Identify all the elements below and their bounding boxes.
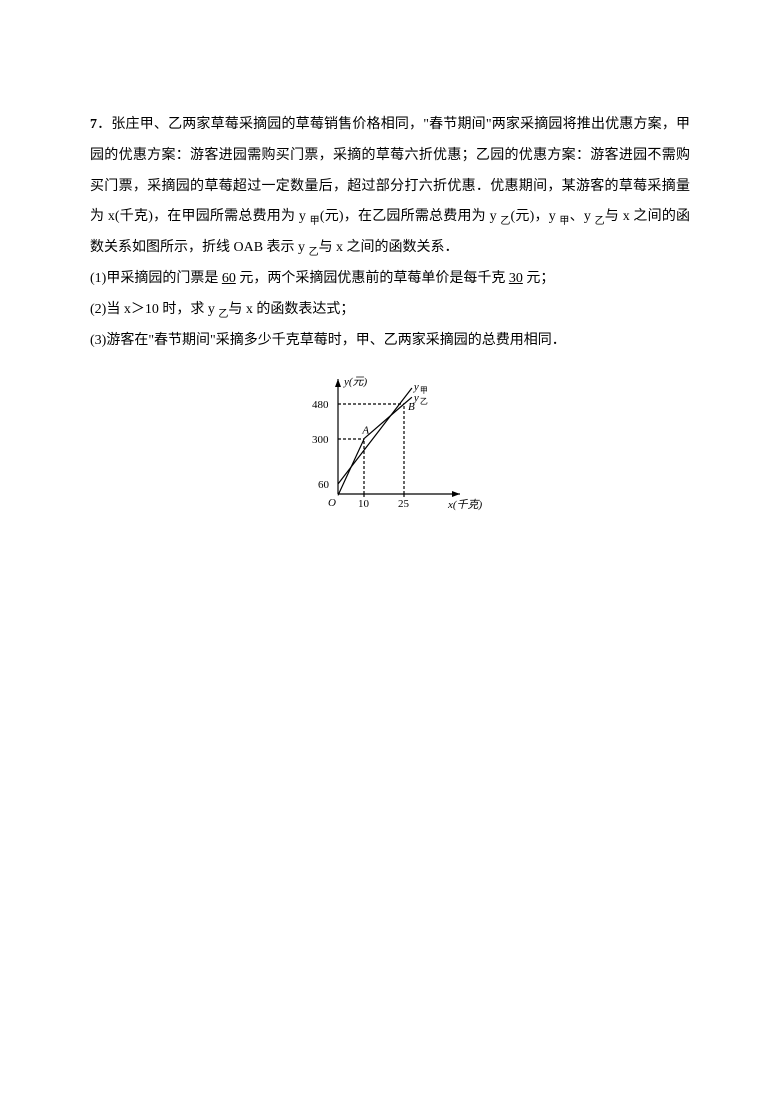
sub-yi-2: 乙	[595, 216, 605, 227]
svg-text:O: O	[328, 497, 336, 509]
q1-post: 元；	[523, 271, 555, 286]
svg-text:300: 300	[312, 434, 329, 446]
svg-text:10: 10	[358, 498, 370, 510]
q1-pre: (1)甲采摘园的门票是	[90, 271, 222, 286]
q1-blank2: 30	[509, 271, 523, 286]
graph-svg: y(元)x(千克)O480300601025ABy甲y乙	[290, 364, 490, 524]
question-2: (2)当 x＞10 时，求 y 乙与 x 的函数表达式；	[90, 295, 690, 326]
function-graph: y(元)x(千克)O480300601025ABy甲y乙	[290, 364, 490, 537]
svg-text:480: 480	[312, 399, 329, 411]
svg-text:25: 25	[398, 498, 410, 510]
q1-blank1: 60	[222, 271, 236, 286]
svg-text:甲: 甲	[420, 386, 428, 395]
text-part-6: 与 x 之间的函数关系．	[319, 240, 459, 255]
question-1: (1)甲采摘园的门票是 60 元，两个采摘园优惠前的草莓单价是每千克 30 元；	[90, 264, 690, 295]
q2-sub: 乙	[218, 309, 228, 320]
separator: ．	[97, 117, 111, 132]
q2-post: 与 x 的函数表达式；	[228, 302, 354, 317]
graph-container: y(元)x(千克)O480300601025ABy甲y乙	[90, 364, 690, 537]
svg-text:y(元): y(元)	[343, 376, 368, 388]
svg-text:60: 60	[318, 479, 330, 491]
sub-jia-1: 甲	[310, 216, 320, 227]
question-number: 7	[90, 117, 97, 132]
sub-yi-1: 乙	[500, 216, 510, 227]
text-part-3: (元)，y	[511, 209, 560, 224]
svg-text:A: A	[361, 425, 369, 437]
problem-text: 7．张庄甲、乙两家草莓采摘园的草莓销售价格相同，"春节期间"两家采摘园将推出优惠…	[90, 110, 690, 264]
q1-mid: 元，两个采摘园优惠前的草莓单价是每千克	[236, 271, 509, 286]
sub-jia-2: 甲	[559, 216, 569, 227]
text-part-4: 、y	[570, 209, 595, 224]
text-part-2: (元)，在乙园所需总费用为 y	[320, 209, 500, 224]
svg-text:乙: 乙	[420, 398, 428, 407]
q2-pre: (2)当 x＞10 时，求 y	[90, 302, 218, 317]
q3-text: (3)游客在"春节期间"采摘多少千克草莓时，甲、乙两家采摘园的总费用相同．	[90, 333, 566, 348]
question-3: (3)游客在"春节期间"采摘多少千克草莓时，甲、乙两家采摘园的总费用相同．	[90, 326, 690, 357]
sub-yi-3: 乙	[309, 247, 319, 258]
svg-text:y: y	[413, 393, 419, 405]
svg-text:x(千克): x(千克)	[447, 498, 483, 511]
